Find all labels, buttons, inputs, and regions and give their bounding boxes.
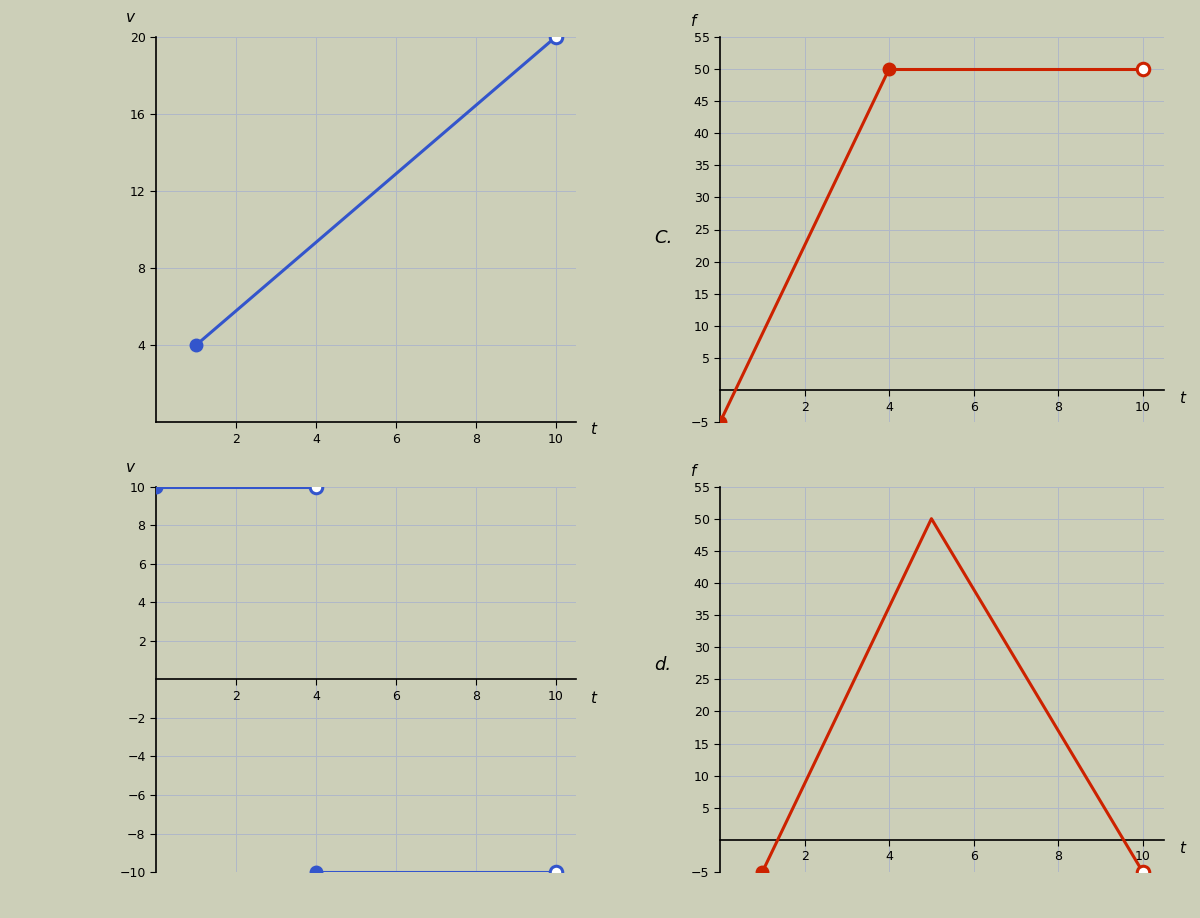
Text: C.: C. xyxy=(654,230,672,247)
X-axis label: t: t xyxy=(590,422,595,437)
Y-axis label: f: f xyxy=(691,464,696,479)
X-axis label: t: t xyxy=(1178,391,1184,407)
X-axis label: t: t xyxy=(590,691,595,706)
Y-axis label: v: v xyxy=(126,460,136,475)
X-axis label: t: t xyxy=(1178,841,1184,856)
Text: d.: d. xyxy=(654,656,671,674)
Y-axis label: f: f xyxy=(691,14,696,29)
Y-axis label: v: v xyxy=(126,10,136,25)
